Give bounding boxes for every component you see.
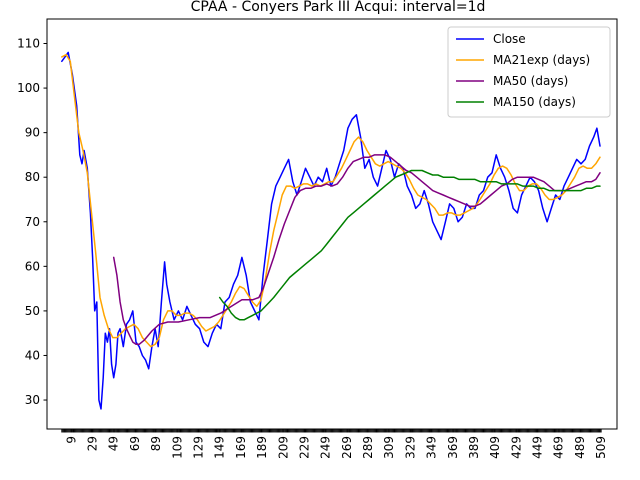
y-tick-label: 30 [25, 393, 40, 407]
x-tick-label: 329 [403, 436, 417, 459]
x-tick-label: 69 [128, 436, 142, 451]
x-tick-label: 349 [425, 436, 439, 459]
x-tick-label: 49 [107, 436, 121, 451]
legend-label-1: MA21exp (days) [493, 53, 590, 67]
x-tick-label: 509 [594, 436, 608, 459]
y-axis: 30 40 50 60 70 80 90 100 110 [17, 37, 47, 407]
legend: Close MA21exp (days) MA50 (days) MA150 (day… [447, 26, 611, 118]
y-tick-label: 100 [17, 81, 40, 95]
x-tick-label: 289 [361, 436, 375, 459]
y-tick-label: 70 [25, 215, 40, 229]
x-tick-label: 369 [446, 436, 460, 459]
x-tick-label: 269 [340, 436, 354, 459]
x-tick-label: 389 [467, 436, 481, 459]
x-axis: 9 29 49 69 89 109 129 149 169 189 209 229 249 269 289 3… [61, 429, 608, 459]
x-tick-label: 209 [276, 436, 290, 459]
x-tick-label: 449 [531, 436, 545, 459]
plot-area: 9 29 49 69 89 109 129 149 169 189 209 229 249 269 289 3… [17, 18, 618, 459]
y-tick-label: 110 [17, 37, 40, 51]
x-tick-label: 169 [234, 436, 248, 459]
x-tick-label: 109 [170, 436, 184, 459]
chart-title: CPAA - Conyers Park III Acqui: interval=… [191, 0, 486, 15]
series-line-1 [61, 53, 601, 348]
x-tick-label: 9 [64, 436, 78, 444]
x-tick-label: 249 [319, 436, 333, 459]
x-tick-label: 309 [382, 436, 396, 459]
legend-label-3: MA150 (days) [493, 95, 576, 109]
x-tick-label: 89 [149, 436, 163, 451]
series-line-0 [61, 51, 601, 410]
y-tick-label: 90 [25, 126, 40, 140]
x-tick-label: 229 [297, 436, 311, 459]
x-tick-label: 149 [213, 436, 227, 459]
x-tick-label: 489 [573, 436, 587, 459]
y-tick-label: 50 [25, 304, 40, 318]
legend-label-2: MA50 (days) [493, 74, 568, 88]
x-tick-label: 189 [255, 436, 269, 459]
legend-box [447, 26, 611, 118]
y-tick-label: 80 [25, 170, 40, 184]
y-tick-label: 60 [25, 259, 40, 273]
series-line-3 [218, 169, 601, 321]
x-tick-label: 429 [509, 436, 523, 459]
series-line-2 [112, 154, 601, 346]
x-tick-label: 409 [488, 436, 502, 459]
x-tick-label: 29 [86, 436, 100, 451]
legend-label-0: Close [493, 32, 526, 46]
x-tick-label: 129 [192, 436, 206, 459]
y-tick-label: 40 [25, 348, 40, 362]
x-tick-label: 469 [552, 436, 566, 459]
series-layer [61, 51, 601, 410]
